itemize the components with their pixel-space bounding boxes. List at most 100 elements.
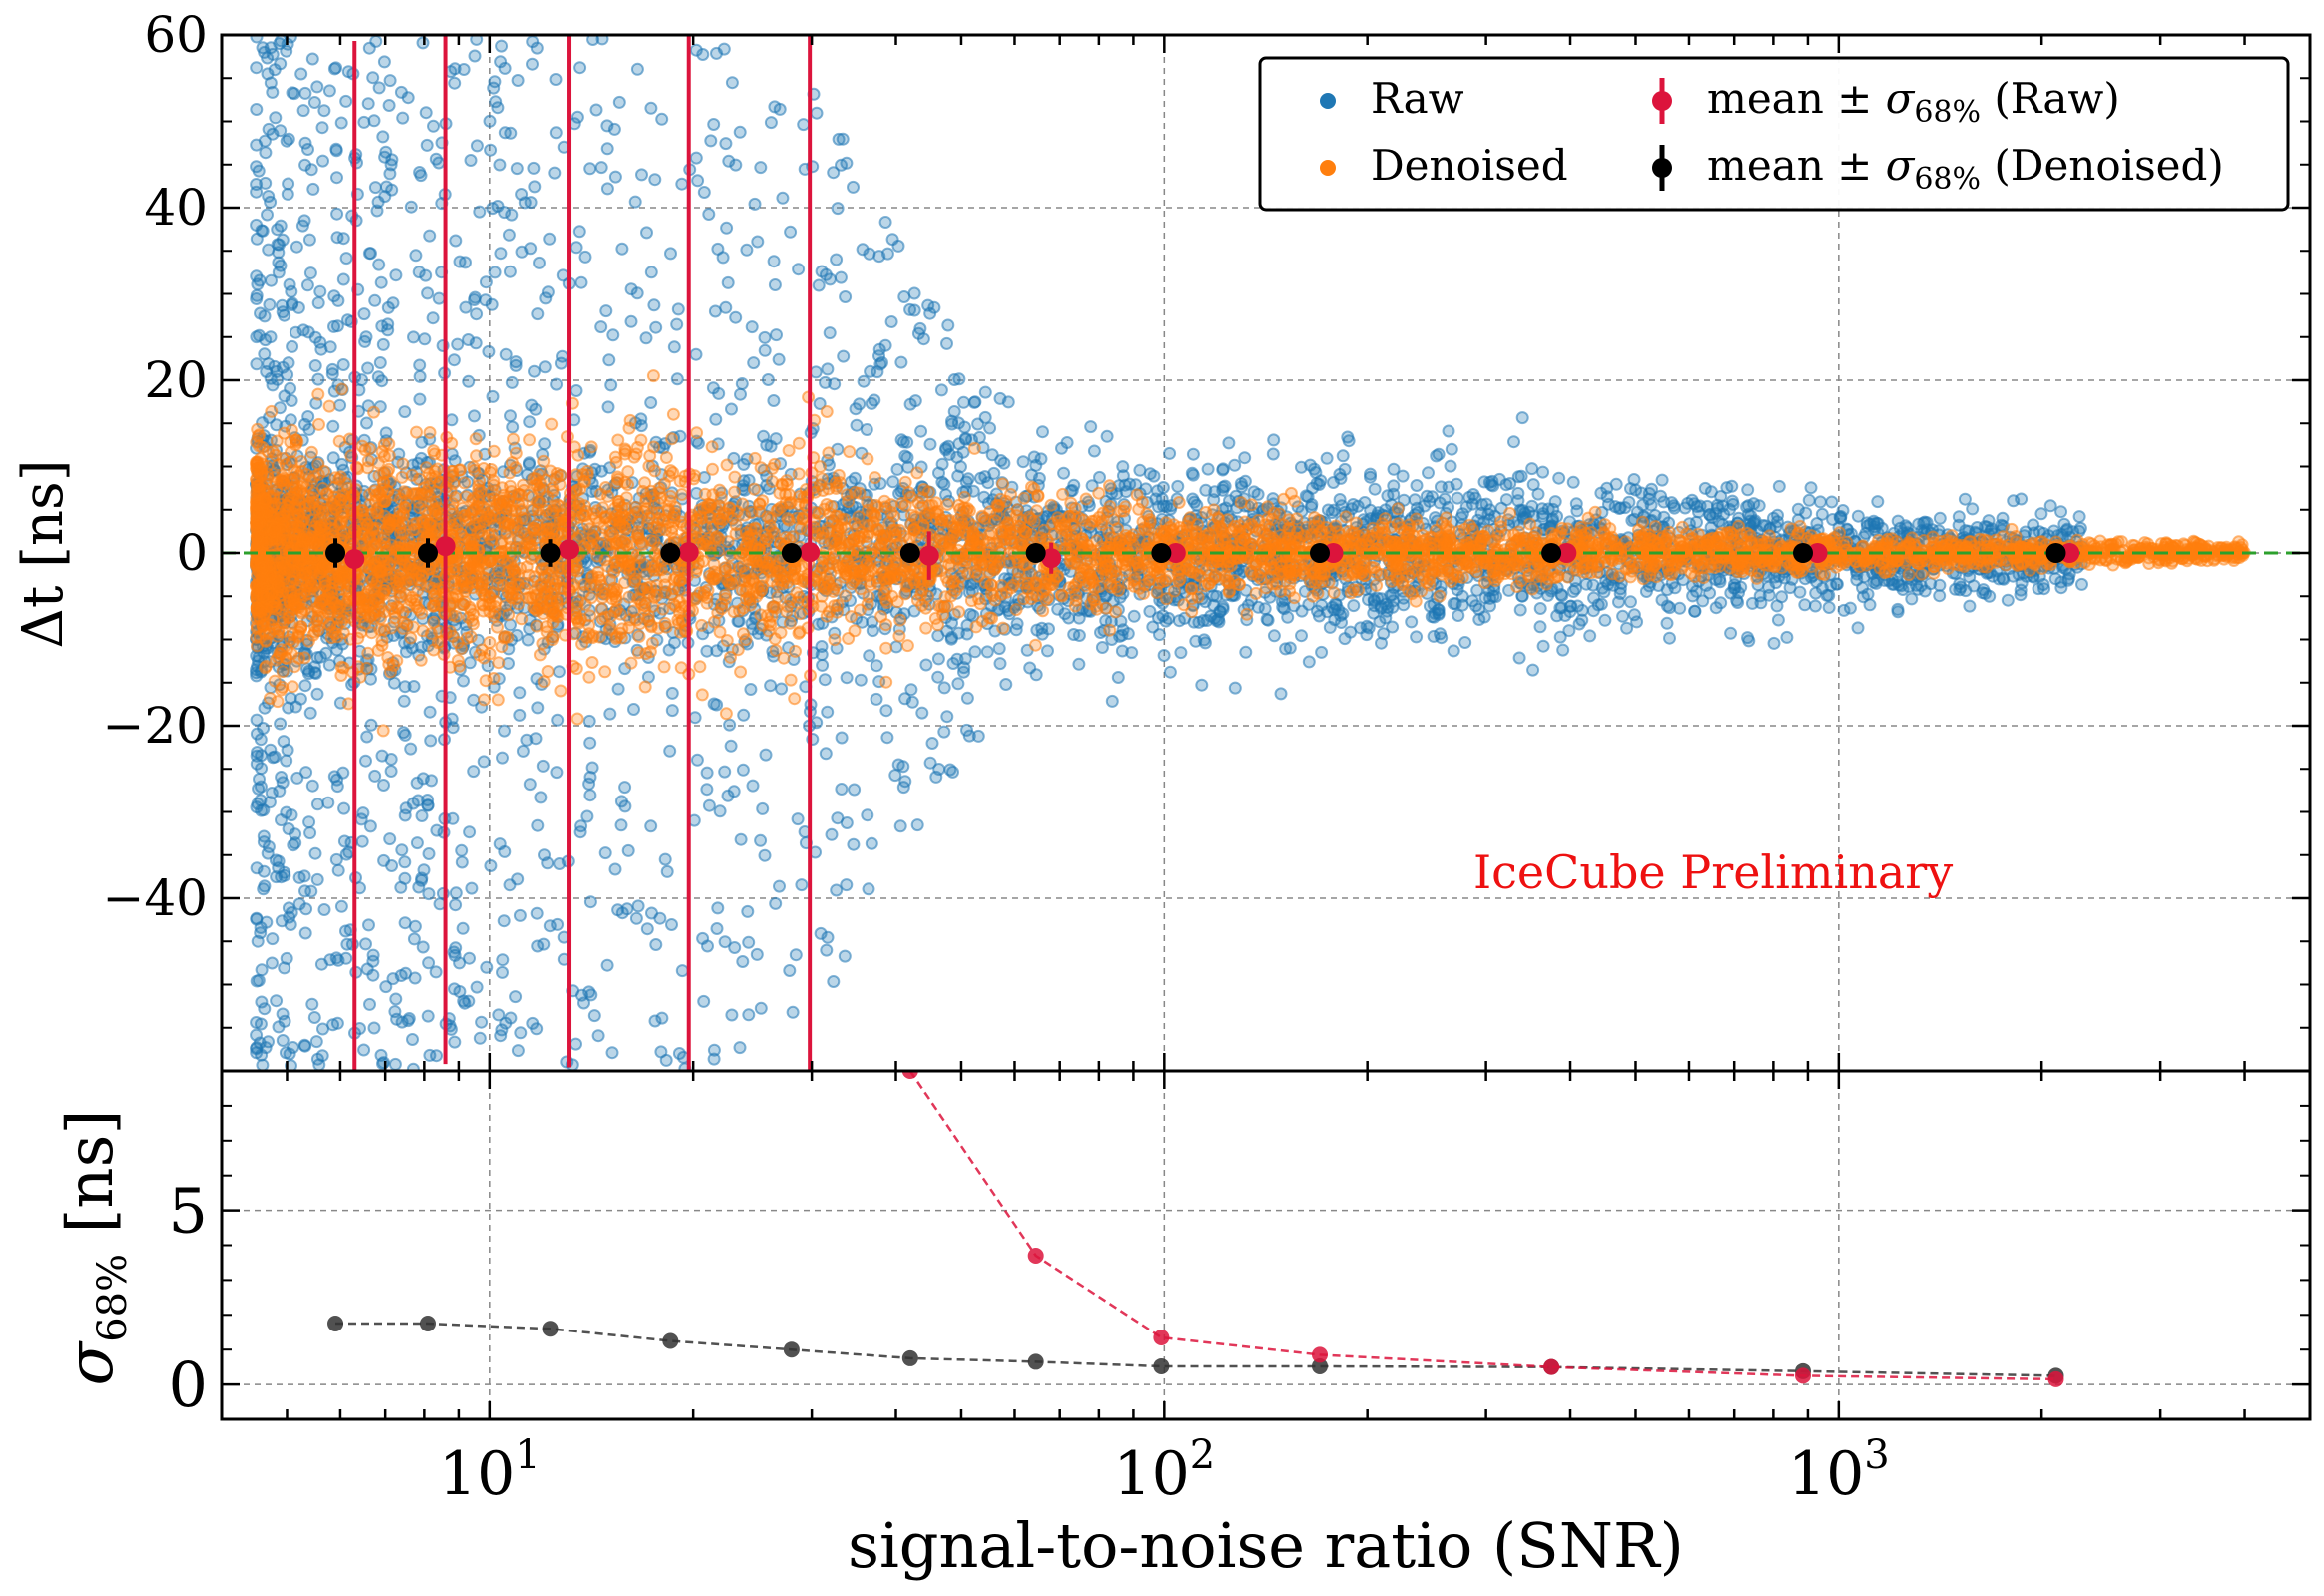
scatter-point	[1822, 601, 1836, 614]
scatter-point	[480, 960, 494, 974]
scatter-point	[572, 225, 586, 239]
scatter-point	[910, 818, 924, 832]
scatter-point	[263, 297, 277, 311]
scatter-point	[854, 673, 868, 687]
scatter-point	[282, 177, 295, 191]
scatter-point	[1438, 492, 1452, 506]
scatter-point	[1767, 636, 1781, 650]
scatter-point	[509, 990, 523, 1004]
scatter-point	[1465, 594, 1479, 608]
scatter-point	[422, 887, 436, 901]
scatter-point	[1714, 596, 1728, 610]
scatter-point	[304, 163, 318, 177]
scatter-point	[496, 751, 509, 765]
scatter-point	[427, 119, 440, 133]
scatter-point	[336, 232, 350, 246]
scatter-point	[604, 378, 618, 392]
scatter-point	[704, 134, 718, 148]
scatter-point	[582, 714, 596, 728]
scatter-point	[371, 195, 385, 209]
scatter-point	[1541, 588, 1555, 602]
scatter-point	[1525, 462, 1539, 476]
scatter-point	[654, 1045, 668, 1059]
scatter-point	[305, 52, 319, 66]
scatter-point	[549, 73, 563, 86]
scatter-point	[448, 62, 462, 76]
scatter-point	[308, 359, 322, 372]
scatter-point	[639, 331, 653, 345]
scatter-point	[258, 1002, 272, 1016]
scatter-point	[759, 748, 773, 762]
scatter-point	[383, 74, 397, 88]
scatter-point	[1507, 435, 1520, 449]
scatter-point	[819, 747, 833, 761]
scatter-point	[453, 956, 467, 970]
scatter-point	[1133, 463, 1147, 477]
scatter-point	[418, 332, 432, 346]
scatter-point	[257, 882, 271, 896]
scatter-point	[1627, 473, 1641, 486]
scatter-point	[931, 670, 945, 684]
scatter-point	[1513, 603, 1527, 617]
scatter-point	[712, 386, 726, 400]
scatter-point	[1780, 630, 1794, 644]
scatter-point	[1228, 458, 1242, 472]
scatter-point	[1295, 629, 1308, 643]
scatter-point	[399, 801, 413, 815]
scatter-point	[504, 126, 518, 140]
scatter-point	[944, 632, 958, 646]
scatter-point	[412, 266, 426, 279]
scatter-point	[459, 300, 473, 314]
scatter-point	[543, 232, 557, 246]
scatter-point	[1952, 510, 1966, 524]
scatter-point	[260, 915, 274, 929]
scatter-point	[838, 949, 852, 963]
scatter-point	[366, 954, 380, 968]
scatter-point	[334, 899, 348, 913]
scatter-point	[797, 118, 811, 132]
scatter-point	[894, 355, 908, 369]
scatter-point	[1111, 671, 1125, 684]
scatter-point	[863, 649, 876, 663]
scatter-point	[1266, 447, 1280, 461]
scatter-point	[451, 337, 465, 351]
scatter-point	[900, 435, 914, 449]
scatter-point	[493, 837, 507, 851]
scatter-point	[583, 789, 597, 802]
scatter-point	[250, 757, 264, 771]
scatter-point	[410, 836, 424, 850]
scatter-point	[1620, 621, 1634, 635]
scatter-point	[1825, 495, 1839, 509]
scatter-point	[612, 95, 626, 109]
scatter-point	[1555, 589, 1569, 603]
scatter-point	[1095, 641, 1109, 654]
scatter-point	[655, 1011, 669, 1025]
scatter-point	[667, 340, 681, 354]
scatter-point	[361, 97, 375, 111]
scatter-point	[266, 85, 280, 99]
scatter-point	[494, 55, 508, 69]
scatter-point	[333, 398, 347, 412]
scatter-point	[768, 278, 782, 291]
scatter-point	[835, 158, 848, 172]
scatter-point	[252, 973, 266, 987]
scatter-point	[398, 680, 412, 694]
scatter-point	[463, 656, 477, 670]
scatter-point	[688, 711, 702, 725]
scatter-point	[1673, 601, 1687, 615]
scatter-point	[514, 1026, 528, 1040]
scatter-point	[578, 250, 592, 264]
scatter-point	[1422, 466, 1435, 480]
scatter-point	[502, 657, 515, 670]
scatter-point	[908, 394, 922, 408]
scatter-point	[296, 104, 310, 118]
scatter-point	[919, 658, 933, 672]
scatter-point	[1147, 469, 1161, 483]
scatter-point	[724, 739, 738, 753]
scatter-point	[815, 640, 829, 653]
scatter-point	[583, 895, 597, 909]
scatter-point	[288, 87, 301, 101]
scatter-point	[1223, 494, 1236, 508]
scatter-point	[538, 437, 552, 451]
scatter-point	[1447, 597, 1460, 611]
